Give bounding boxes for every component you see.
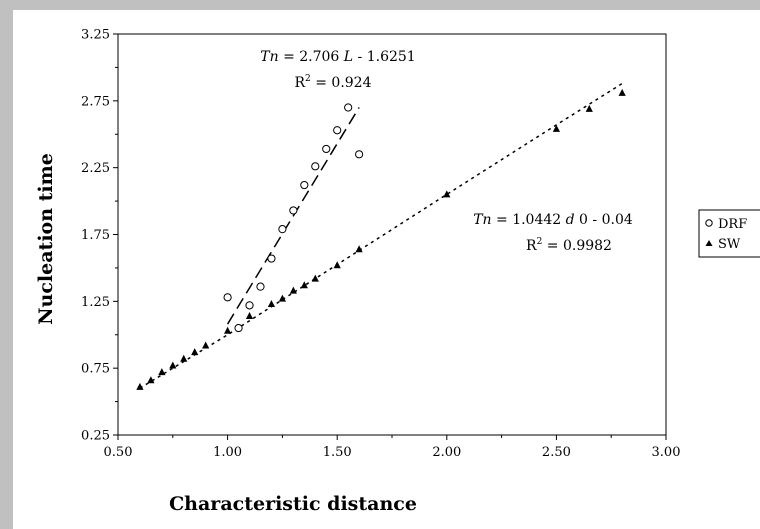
drf-point	[245, 301, 254, 310]
sw-point	[355, 245, 363, 253]
drf-eq-var-tn: Tn	[260, 49, 278, 65]
sw-r2-exponent: 2	[537, 237, 543, 247]
drf-equation: Tn = 2.706 L - 1.6251	[260, 49, 415, 65]
drf-eq-slope: = 2.706	[279, 49, 344, 65]
chart-panel: 0.50 1.00 1.50 2.00 2.50 3.00 0.25 0.75 1.25 1.75…	[13, 10, 760, 529]
sw-point	[585, 104, 593, 112]
x-tick-label: 2.50	[542, 445, 571, 460]
y-tick-label: 2.25	[81, 161, 110, 176]
drf-eq-var-l: L	[343, 49, 353, 65]
sw-point	[552, 124, 560, 132]
drf-point	[289, 206, 298, 215]
sw-point	[169, 361, 177, 369]
drf-point	[300, 180, 309, 190]
legend: DRF SW	[698, 209, 760, 258]
plot-area	[117, 33, 667, 436]
x-axis-title: Characteristic distance	[169, 493, 417, 515]
sw-point	[333, 261, 341, 269]
sw-point	[136, 382, 144, 390]
drf-point	[333, 126, 342, 135]
drf-point	[344, 103, 353, 112]
y-tick-label: 1.75	[81, 228, 110, 243]
legend-sw-label: SW	[718, 237, 741, 252]
drf-point	[223, 293, 232, 302]
drf-point	[355, 150, 364, 159]
x-tick-label: 1.00	[213, 445, 242, 460]
y-tick-label: 3.25	[81, 28, 110, 43]
drf-eq-intercept: - 1.6251	[353, 49, 416, 65]
drf-r2: R2 = 0.924	[295, 74, 372, 91]
trendlines	[139, 82, 623, 389]
x-tick-label: 1.50	[323, 445, 352, 460]
sw-eq-var-d: d	[566, 212, 575, 228]
drf-r2-exponent: 2	[305, 74, 311, 84]
x-tick-label: 3.00	[652, 445, 681, 460]
sw-point	[202, 341, 210, 349]
sw-r2-value: = 0.9982	[542, 238, 612, 254]
scatter-chart: 0.50 1.00 1.50 2.00 2.50 3.00 0.25 0.75 1.25 1.75…	[35, 28, 760, 515]
drf-trendline	[226, 107, 360, 325]
y-tick-label: 0.25	[81, 429, 110, 444]
drf-point	[278, 225, 287, 234]
sw-point	[147, 376, 155, 384]
y-tick-label: 2.75	[81, 94, 110, 109]
sw-point	[311, 274, 319, 282]
y-tick-label: 0.75	[81, 362, 110, 377]
legend-sw-marker	[705, 240, 713, 246]
drf-point	[322, 144, 331, 154]
x-tick-label: 0.50	[104, 445, 133, 460]
sw-eq-slope: = 1.0442	[492, 212, 566, 228]
axis-ticks: 0.50 1.00 1.50 2.00 2.50 3.00 0.25 0.75 1.25 1.75…	[81, 28, 680, 461]
sw-r2-label: R	[526, 238, 537, 254]
sw-eq-var-tn: Tn	[473, 212, 491, 228]
sw-point	[618, 88, 626, 96]
x-tick-label: 2.00	[432, 445, 461, 460]
sw-trendline	[139, 82, 623, 389]
sw-point	[443, 190, 451, 198]
sw-point	[300, 281, 308, 289]
sw-point	[289, 286, 297, 294]
y-axis-title: Nucleation time	[35, 153, 57, 325]
sw-point	[180, 354, 188, 362]
sw-eq-intercept: 0 - 0.04	[575, 212, 633, 228]
data-marks	[136, 88, 626, 390]
sw-r2: R2 = 0.9982	[526, 237, 612, 254]
drf-point	[267, 254, 276, 263]
drf-point	[256, 282, 265, 291]
sw-equation: Tn = 1.0442 d 0 - 0.04	[473, 212, 633, 228]
drf-point	[234, 323, 243, 333]
sw-point	[245, 312, 254, 320]
sw-point	[191, 348, 199, 356]
sw-point	[278, 294, 286, 302]
legend-drf-label: DRF	[718, 217, 747, 232]
drf-point	[311, 162, 320, 171]
legend-box	[698, 209, 760, 258]
drf-r2-value: = 0.924	[311, 75, 372, 91]
y-tick-label: 1.25	[81, 295, 110, 310]
sw-point	[267, 300, 276, 308]
legend-drf-marker	[705, 219, 713, 227]
plot-border	[117, 33, 667, 436]
drf-r2-label: R	[295, 75, 306, 91]
sw-point	[224, 326, 232, 334]
sw-point	[158, 368, 166, 376]
